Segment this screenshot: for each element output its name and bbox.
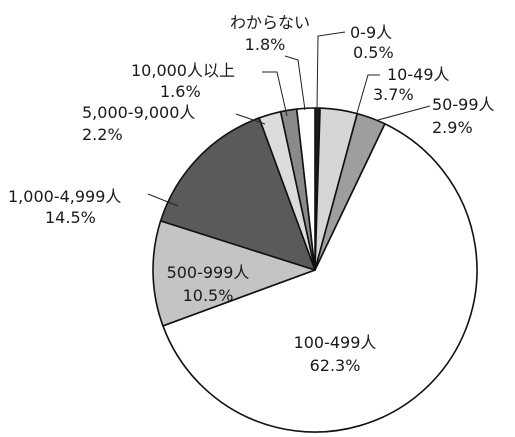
pie-slice-4: [152, 220, 316, 327]
leader-line-7: [262, 71, 288, 117]
category-label-6: 5,000-9,000人: [82, 103, 195, 122]
category-label-7: 10,000人以上: [131, 61, 235, 80]
leader-line-8: [284, 55, 306, 111]
category-label-1: 10-49人: [387, 65, 450, 84]
category-label-8: わからない: [230, 13, 310, 32]
value-label-7: 1.6%: [160, 82, 201, 101]
category-label-0: 0-9人: [350, 23, 392, 42]
leader-line-6: [235, 113, 266, 125]
value-label-6: 2.2%: [82, 125, 123, 144]
leader-line-0: [316, 31, 346, 111]
value-label-1: 3.7%: [373, 85, 414, 104]
leader-line-1: [356, 74, 380, 114]
leader-line-5: [147, 193, 179, 207]
pie-slices: [152, 107, 478, 433]
value-label-5: 14.5%: [45, 208, 96, 227]
category-label-5: 1,000-4,999人: [8, 187, 121, 206]
leader-lines: [147, 31, 431, 207]
pie-slice-5: [159, 117, 316, 271]
category-label-3: 100-499人: [294, 333, 377, 352]
leader-line-2: [377, 105, 431, 121]
pie-slice-8: [295, 107, 316, 271]
value-label-2: 2.9%: [432, 118, 473, 137]
value-label-8: 1.8%: [245, 35, 286, 54]
value-label-0: 0.5%: [353, 43, 394, 62]
category-label-2: 50-99人: [432, 95, 495, 114]
pie-slice-3: [162, 123, 478, 433]
value-label-4: 10.5%: [183, 286, 234, 305]
category-label-4: 500-999人: [167, 263, 250, 282]
value-label-3: 62.3%: [310, 356, 361, 375]
